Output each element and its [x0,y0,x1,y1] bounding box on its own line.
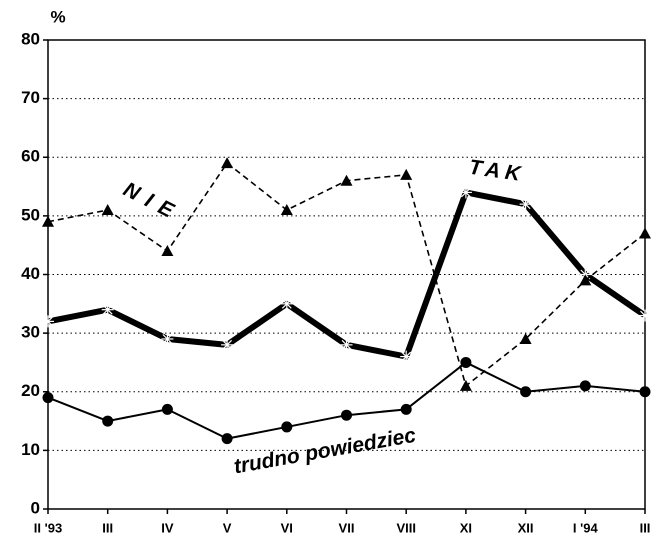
marker [520,386,532,398]
marker [579,274,592,286]
marker [221,338,234,351]
series-label: TAK [468,156,527,187]
marker [101,303,114,316]
x-tick-label: XII [518,520,534,535]
y-tick-label: 10 [21,440,40,459]
x-tick-label: VIII [396,520,416,535]
x-tick-label: XI [460,520,472,535]
marker [639,227,651,239]
marker-stroke [401,351,412,362]
x-tick-label: III [640,520,651,535]
y-tick-label: 60 [21,147,40,166]
marker [42,315,54,328]
y-tick-label: 20 [21,381,40,400]
marker-stroke [102,304,113,315]
series-line [47,361,646,440]
marker [460,356,472,368]
x-tick-label: VII [339,520,355,535]
marker [281,421,293,433]
y-axis-label: % [50,7,65,26]
marker [42,215,54,227]
marker [280,297,293,310]
marker [639,309,651,322]
marker [579,380,591,392]
marker [400,168,413,180]
marker-stroke [43,316,53,327]
marker [400,403,412,415]
marker-stroke [640,310,650,321]
marker [161,332,174,345]
marker [639,386,651,398]
series-label: NIE [120,178,186,227]
marker [102,415,114,427]
y-tick-label: 70 [21,88,40,107]
marker [459,379,472,391]
y-tick-label: 30 [21,323,40,342]
marker-stroke [520,199,531,210]
marker [280,204,293,216]
x-tick-label: I '94 [573,520,599,535]
x-tick-label: II '93 [34,520,62,535]
x-tick-label: V [223,520,232,535]
marker [101,204,114,216]
marker [221,433,233,445]
marker [400,350,413,363]
y-tick-label: 80 [21,29,40,48]
marker [161,403,173,415]
marker [519,198,532,211]
marker-stroke [162,334,173,344]
x-tick-label: IV [161,520,174,535]
marker-stroke [460,187,471,198]
x-tick-label: III [102,520,113,535]
marker [42,392,54,404]
marker [341,409,352,421]
marker [459,186,472,199]
y-tick-label: 50 [21,205,40,224]
x-tick-label: VI [281,520,293,535]
marker [221,157,234,169]
marker [340,338,353,351]
y-tick-label: 40 [21,264,40,283]
marker-stroke [281,298,292,309]
marker-stroke [341,339,352,350]
marker [161,245,174,257]
marker-stroke [222,339,233,350]
marker [340,174,353,186]
marker [519,332,532,344]
y-tick-label: 0 [31,498,40,517]
